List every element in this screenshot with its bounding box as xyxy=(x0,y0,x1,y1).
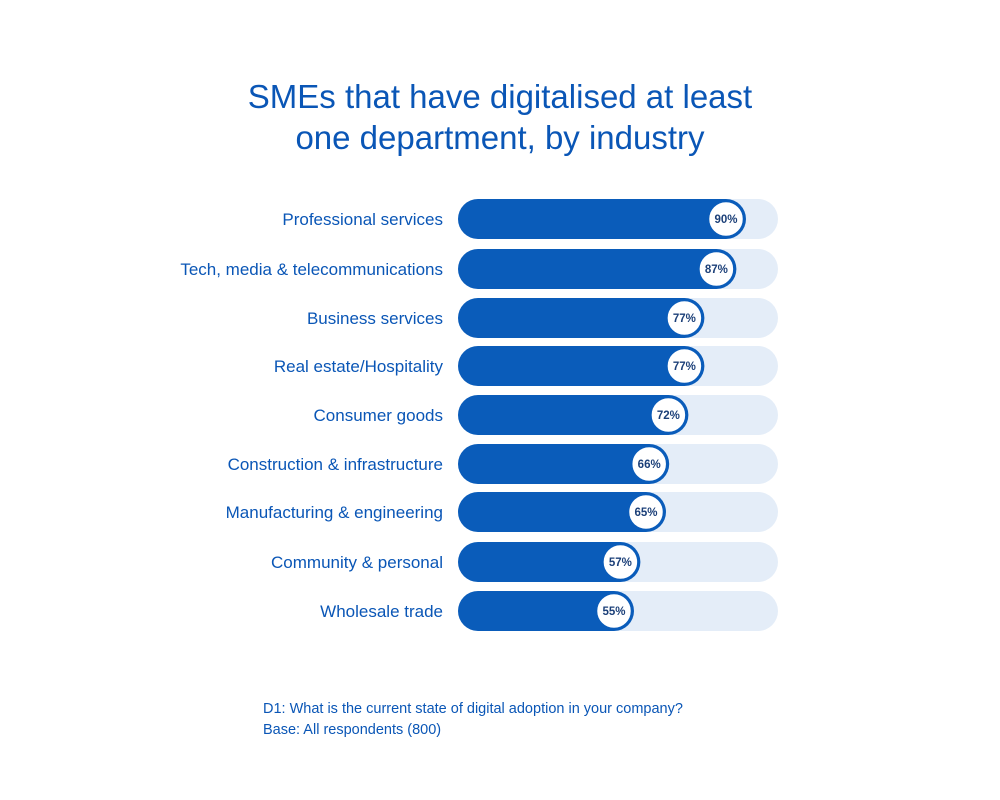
category-label: Wholesale trade xyxy=(320,602,443,621)
category-label: Community & personal xyxy=(271,553,443,572)
value-badge xyxy=(665,298,704,338)
value-label: 72% xyxy=(657,410,680,422)
bar xyxy=(458,591,634,631)
bar xyxy=(458,346,705,386)
value-badge xyxy=(601,542,640,582)
value-label: 77% xyxy=(673,361,696,373)
bar xyxy=(458,249,737,289)
value-label: 77% xyxy=(673,313,696,325)
value-badge xyxy=(594,591,634,631)
chart-title: SMEs that have digitalised at least one … xyxy=(0,76,1000,158)
value-badge xyxy=(706,199,746,239)
category-label: Professional services xyxy=(282,210,443,229)
value-label: 55% xyxy=(602,606,625,618)
value-badge xyxy=(626,492,666,532)
footnote: D1: What is the current state of digital… xyxy=(263,699,683,741)
value-badge xyxy=(665,346,704,386)
bar xyxy=(458,492,666,532)
value-badge xyxy=(629,444,669,484)
bar xyxy=(458,444,670,484)
value-label: 65% xyxy=(634,507,657,519)
category-label: Manufacturing & engineering xyxy=(226,503,443,522)
value-label: 87% xyxy=(705,264,728,276)
value-badge xyxy=(697,249,736,289)
bar xyxy=(458,542,641,582)
footnote-question: D1: What is the current state of digital… xyxy=(263,701,683,717)
category-label: Real estate/Hospitality xyxy=(274,357,444,376)
bar xyxy=(458,395,689,435)
footnote-base: Base: All respondents (800) xyxy=(263,722,442,738)
category-label: Tech, media & telecommunications xyxy=(180,260,443,279)
value-label: 57% xyxy=(609,557,632,569)
value-label: 90% xyxy=(714,214,737,226)
chart-title-line-2: one department, by industry xyxy=(295,119,705,156)
category-label: Business services xyxy=(307,309,443,328)
value-badge xyxy=(649,395,688,435)
bar xyxy=(458,199,746,239)
bar xyxy=(458,298,705,338)
value-label: 66% xyxy=(638,459,661,471)
category-label: Consumer goods xyxy=(314,406,443,425)
chart-title-line-1: SMEs that have digitalised at least xyxy=(247,78,753,115)
category-label: Construction & infrastructure xyxy=(228,455,443,474)
